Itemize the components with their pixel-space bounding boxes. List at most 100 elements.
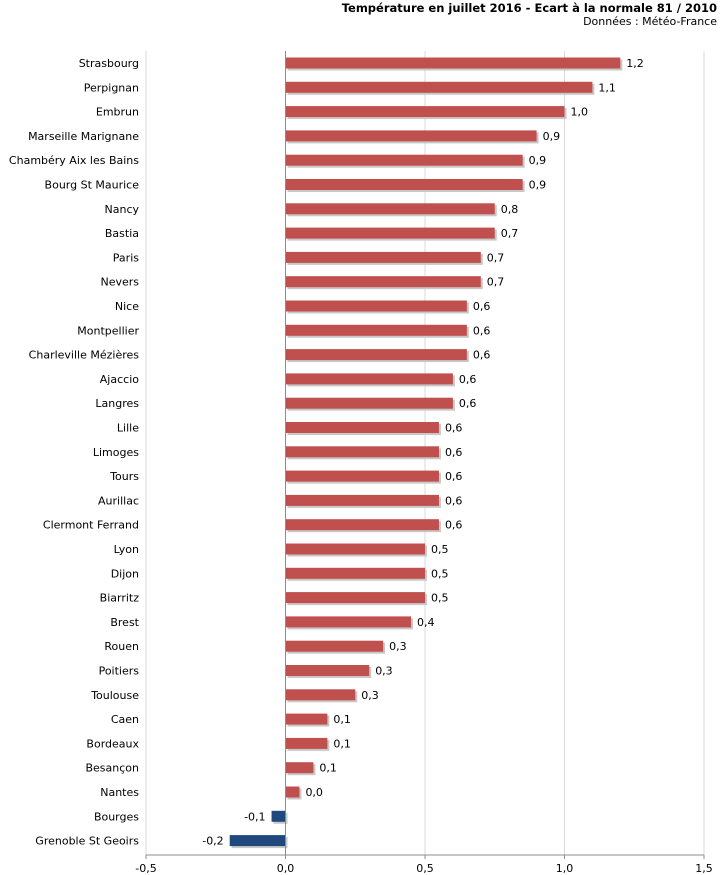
labels: -0,5 0,0 0,5 1,0 1,5 Strasbourg 1,2 Perpignan 1,… bbox=[9, 57, 713, 875]
value-label: 0,6 bbox=[473, 324, 491, 337]
bar bbox=[285, 567, 425, 579]
bar bbox=[285, 616, 412, 628]
category-label: Caen bbox=[111, 713, 139, 726]
value-label: 0,5 bbox=[431, 567, 449, 580]
category-label: Nice bbox=[115, 300, 139, 313]
category-label: Nantes bbox=[100, 786, 139, 799]
bar bbox=[285, 227, 495, 239]
x-tick-label: 1,5 bbox=[695, 862, 713, 875]
bar bbox=[285, 665, 370, 676]
value-label: -0,2 bbox=[202, 835, 223, 848]
bar bbox=[285, 786, 300, 798]
bar bbox=[285, 446, 439, 458]
category-label: Nevers bbox=[100, 276, 139, 289]
value-label: 0,9 bbox=[529, 154, 547, 167]
category-label: Langres bbox=[95, 397, 139, 410]
value-label: 1,1 bbox=[598, 81, 616, 94]
value-label: 0,9 bbox=[529, 179, 547, 192]
bar bbox=[285, 519, 439, 531]
chart-subtitle: Données : Météo-France bbox=[583, 15, 717, 28]
x-tick-label: 0,5 bbox=[416, 862, 434, 875]
bar bbox=[285, 543, 425, 555]
value-label: 0,7 bbox=[487, 251, 505, 264]
category-label: Clermont Ferrand bbox=[43, 519, 139, 532]
bar bbox=[285, 106, 565, 118]
category-label: Bourges bbox=[94, 810, 139, 823]
value-label: 0,6 bbox=[445, 422, 463, 435]
bar bbox=[285, 762, 314, 774]
category-label: Brest bbox=[110, 616, 139, 629]
category-label: Embrun bbox=[96, 106, 139, 119]
value-label: 0,6 bbox=[445, 494, 463, 507]
bar bbox=[285, 203, 495, 215]
bar bbox=[285, 422, 439, 433]
value-label: 0,3 bbox=[389, 640, 407, 653]
bar bbox=[285, 179, 523, 190]
category-label: Paris bbox=[113, 251, 139, 264]
category-label: Besançon bbox=[85, 762, 139, 775]
value-label: 0,1 bbox=[333, 713, 351, 726]
category-label: Nancy bbox=[105, 203, 140, 216]
category-label: Bourg St Maurice bbox=[45, 179, 140, 192]
x-tick-label: 0,0 bbox=[277, 862, 295, 875]
bar bbox=[285, 592, 425, 604]
category-label: Ajaccio bbox=[100, 373, 139, 386]
category-label: Aurillac bbox=[98, 494, 139, 507]
value-label: -0,1 bbox=[244, 810, 265, 823]
category-label: Dijon bbox=[111, 567, 139, 580]
x-tick-label: 1,0 bbox=[556, 862, 574, 875]
value-label: 1,0 bbox=[571, 106, 589, 119]
value-label: 0,6 bbox=[445, 470, 463, 483]
category-label: Tours bbox=[109, 470, 139, 483]
bar bbox=[285, 737, 328, 749]
value-label: 0,0 bbox=[305, 786, 323, 799]
bar bbox=[285, 373, 453, 385]
category-label: Perpignan bbox=[84, 81, 139, 94]
category-label: Grenoble St Geoirs bbox=[35, 835, 139, 848]
bar bbox=[285, 494, 439, 506]
value-label: 0,5 bbox=[431, 543, 449, 556]
category-label: Strasbourg bbox=[79, 57, 139, 70]
value-label: 0,7 bbox=[487, 276, 505, 289]
category-label: Bordeaux bbox=[86, 737, 139, 750]
category-label: Rouen bbox=[104, 640, 139, 653]
category-label: Chambéry Aix les Bains bbox=[9, 154, 139, 167]
value-label: 0,3 bbox=[361, 689, 379, 702]
category-label: Limoges bbox=[93, 446, 139, 459]
value-label: 0,5 bbox=[431, 592, 449, 605]
category-label: Montpellier bbox=[77, 324, 139, 337]
bar bbox=[285, 130, 537, 142]
bar bbox=[285, 349, 467, 361]
chart-title: Température en juillet 2016 - Ecart à la… bbox=[341, 1, 717, 15]
value-label: 0,1 bbox=[319, 762, 337, 775]
category-label: Bastia bbox=[105, 227, 139, 240]
value-label: 0,6 bbox=[459, 373, 477, 386]
bar bbox=[271, 810, 286, 822]
value-label: 0,9 bbox=[543, 130, 561, 143]
category-label: Poitiers bbox=[99, 665, 140, 678]
bar bbox=[285, 640, 384, 652]
bar bbox=[285, 324, 467, 336]
bar bbox=[285, 300, 467, 312]
value-label: 0,7 bbox=[501, 227, 519, 240]
x-tick-label: -0,5 bbox=[135, 862, 156, 875]
category-label: Lille bbox=[117, 422, 139, 435]
value-label: 0,6 bbox=[445, 446, 463, 459]
category-label: Biarritz bbox=[100, 592, 140, 605]
value-label: 0,6 bbox=[445, 519, 463, 532]
category-label: Charleville Mézières bbox=[29, 349, 140, 362]
bar bbox=[285, 470, 439, 482]
bar bbox=[285, 154, 523, 166]
axes bbox=[145, 51, 705, 859]
value-label: 0,8 bbox=[501, 203, 519, 216]
bar bbox=[285, 713, 328, 725]
category-label: Marseille Marignane bbox=[28, 130, 139, 143]
bar bbox=[285, 57, 621, 69]
category-label: Lyon bbox=[114, 543, 139, 556]
bar bbox=[229, 835, 286, 847]
value-label: 0,1 bbox=[333, 737, 351, 750]
bar bbox=[285, 276, 481, 288]
bar bbox=[285, 689, 356, 701]
value-label: 0,4 bbox=[417, 616, 435, 629]
